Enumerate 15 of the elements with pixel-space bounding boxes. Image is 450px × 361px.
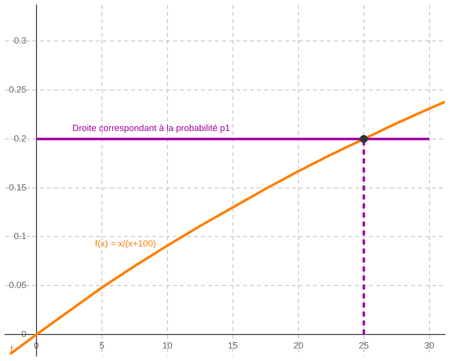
x-tick-label: 30 <box>424 340 434 350</box>
y-tick-label: 0.05 <box>8 280 26 290</box>
y-tick-label: 0.1 <box>14 231 26 242</box>
y-tick-label: 0.3 <box>14 36 26 46</box>
y-tick-label: 0.25 <box>8 84 26 95</box>
x-tick-label: 10 <box>162 340 172 350</box>
x-tick-label: 15 <box>228 340 238 350</box>
y-tick-label: 0.15 <box>8 182 26 192</box>
x-tick-label: 5 <box>99 340 104 350</box>
series-label: Droite correspondant à la probabilité p1 <box>72 122 230 133</box>
y-tick-label: 0.2 <box>14 133 26 144</box>
x-tick-label: 20 <box>293 340 304 350</box>
annotation: f(x) = x/(x+100) <box>95 238 156 249</box>
series-label: f <box>10 344 14 354</box>
x-tick-label: 25 <box>358 340 369 350</box>
